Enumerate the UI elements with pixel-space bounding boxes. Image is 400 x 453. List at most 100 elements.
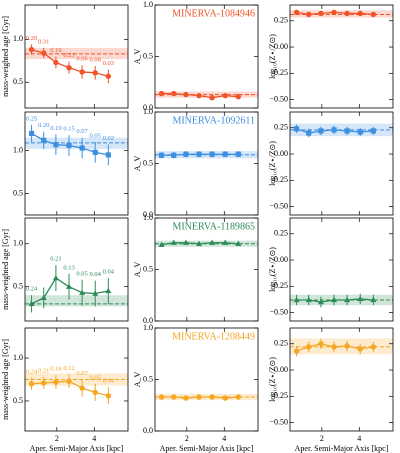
marker (370, 128, 376, 134)
y-tick-label: 0.5 (13, 77, 23, 86)
marker (79, 145, 85, 151)
marker (92, 290, 99, 296)
marker (92, 149, 98, 155)
frame (24, 111, 129, 216)
frame (154, 217, 259, 322)
y-tick-label: −0.50 (269, 307, 288, 316)
marker (66, 64, 72, 71)
y-tick-label: −0.25 (269, 68, 288, 77)
marker (222, 151, 228, 157)
y-tick-label: 0.00 (274, 365, 288, 374)
marker (28, 381, 35, 387)
marker (235, 240, 242, 246)
y-tick-label: 0.0 (143, 210, 153, 219)
marker (317, 298, 324, 305)
marker (222, 239, 229, 245)
marker (306, 11, 312, 18)
x-tick-label: 4 (92, 434, 96, 443)
point-annotation: 0.13 (63, 264, 74, 271)
marker (357, 129, 363, 135)
panel: 0.25 0.00 −0.25 −0.50 log₁₀(Z⋆/Z⊙) (268, 217, 394, 322)
point-annotation: 0.05 (90, 374, 101, 381)
x-tick-label: 2 (55, 434, 59, 443)
y-axis-label: log₁₀(Z⋆/Z⊙) (268, 247, 277, 292)
y-tick-label: 1.0 (13, 145, 23, 154)
y-tick-label: 1.0 (13, 34, 23, 43)
y-axis-label: mass-weighted age [Gyr] (1, 229, 10, 310)
panel-title: MINERVA-1092611 (172, 115, 255, 126)
point-annotation: 0.16 (50, 47, 62, 54)
marker (66, 378, 72, 384)
point-annotation: 0.31 (38, 38, 49, 45)
point-annotation: 0.18 (50, 366, 61, 373)
marker (318, 341, 324, 347)
x-tick-label: 2 (320, 434, 324, 443)
y-tick-label: 0.0 (143, 103, 153, 112)
marker (79, 385, 85, 391)
y-tick-label: −0.25 (269, 281, 288, 290)
marker (209, 239, 216, 245)
marker (52, 274, 59, 281)
marker (28, 46, 35, 53)
y-tick-label: −0.50 (269, 417, 288, 426)
marker (28, 300, 35, 307)
frame (154, 327, 259, 432)
marker (41, 380, 47, 386)
marker (40, 294, 47, 301)
band (25, 295, 128, 307)
marker (344, 343, 350, 349)
y-tick-label: 0.5 (143, 374, 153, 383)
point-annotation: 0.20 (38, 122, 49, 129)
marker (105, 287, 112, 294)
marker (293, 296, 300, 303)
x-axis-label: Aper. Semi-Major Axis [kpc] (160, 444, 254, 453)
point-annotation: 0.21 (50, 256, 61, 263)
y-tick-label: 0.5 (143, 158, 153, 167)
frame (154, 111, 259, 216)
x-tick-label: 4 (357, 434, 361, 443)
point-annotation: 0.25 (26, 115, 37, 122)
y-tick-label: 0.0 (143, 316, 153, 325)
point-annotation: 0.08 (90, 56, 101, 63)
y-tick-label: 0.0 (143, 426, 153, 435)
marker (222, 395, 228, 401)
panel: 0.25 0.00 −0.25 −0.50 log₁₀(Z⋆/Z⊙) (268, 111, 394, 216)
panel-title: MINERVA-1084946 (172, 8, 255, 19)
marker (357, 346, 363, 352)
y-axis-label: log₁₀(Z⋆/Z⊙) (268, 141, 277, 186)
marker (344, 128, 350, 134)
y-axis-label: A_V (133, 49, 142, 65)
marker (53, 142, 59, 148)
marker (318, 128, 324, 134)
marker (171, 152, 177, 158)
marker (105, 393, 112, 399)
y-tick-label: 0.25 (274, 16, 288, 25)
panel: 0.0 0.5 1.0 A_V MINERVA-1084946 (133, 0, 259, 112)
y-tick-label: −0.50 (269, 201, 288, 210)
marker (370, 296, 377, 303)
y-tick-label: 0.25 (274, 339, 288, 348)
marker (53, 379, 59, 385)
point-annotation: 0.21 (38, 367, 49, 374)
y-axis-label: log₁₀(Z⋆/Z⊙) (268, 34, 277, 79)
marker (105, 152, 111, 158)
marker (344, 10, 350, 17)
marker (196, 394, 202, 400)
y-axis-label: mass-weighted age [Gyr] (1, 16, 10, 97)
x-tick-label: 2 (185, 434, 189, 443)
y-tick-label: 1.0 (143, 213, 153, 222)
y-tick-label: 0.00 (274, 149, 288, 158)
marker (370, 344, 377, 350)
band (290, 10, 393, 18)
marker (222, 92, 228, 99)
marker (331, 9, 337, 16)
marker (331, 344, 337, 350)
x-axis-label: Aper. Semi-Major Axis [kpc] (30, 444, 124, 453)
marker (293, 126, 300, 132)
panel: 0.0 0.5 1.0 A_V MINERVA-1189865 (133, 213, 259, 325)
marker (209, 95, 215, 101)
marker (183, 151, 189, 157)
